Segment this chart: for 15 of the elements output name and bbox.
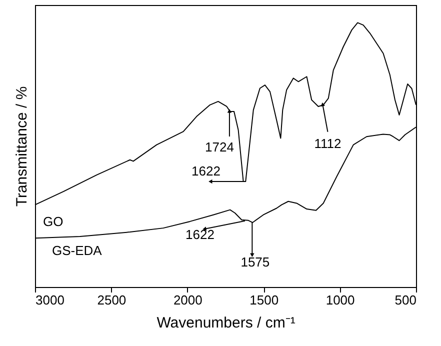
- x-tick-label: 500: [394, 292, 416, 308]
- annotation: 1622: [192, 164, 220, 179]
- annotation: 1575: [240, 254, 270, 270]
- series-label: GO: [43, 214, 64, 229]
- series-label: GS-EDA: [52, 243, 102, 258]
- x-tick-label: 1500: [250, 292, 279, 308]
- x-tick-label: 1000: [326, 292, 355, 308]
- x-tick-label: 3000: [36, 292, 64, 308]
- annotation: 1622: [186, 226, 214, 242]
- y-axis-title: Transmittance / %: [14, 86, 30, 207]
- annotation: 1112: [314, 136, 342, 151]
- x-axis-title: Wavenumbers / cm⁻¹: [156, 314, 296, 332]
- annotation: 1724: [205, 140, 234, 155]
- x-tick-label: 2000: [173, 292, 202, 308]
- x-tick-label: 2500: [97, 292, 126, 308]
